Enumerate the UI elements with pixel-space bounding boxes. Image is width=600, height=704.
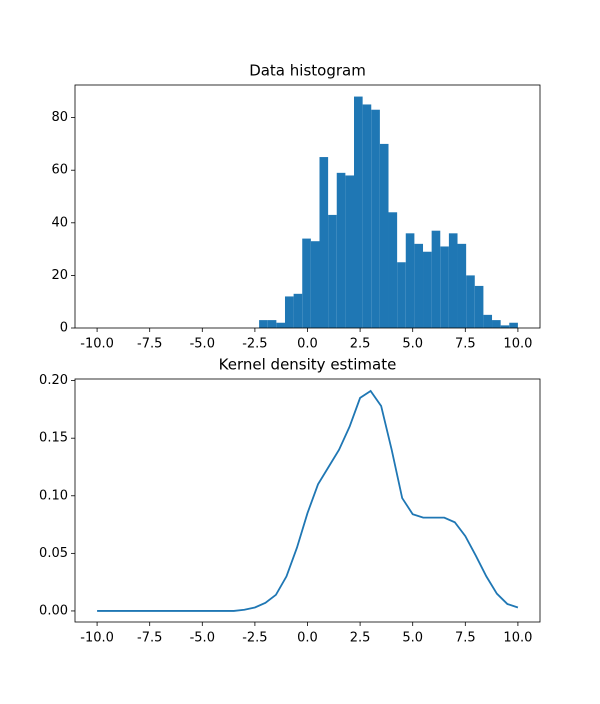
- bar: [345, 175, 354, 328]
- bar: [276, 322, 285, 328]
- y-tick-label: 60: [51, 163, 68, 178]
- bar: [440, 246, 449, 328]
- bar: [423, 251, 432, 328]
- y-tick-label: 0.20: [39, 373, 68, 388]
- bar: [379, 143, 389, 328]
- bar: [474, 285, 484, 328]
- x-tick-label: -2.5: [242, 631, 267, 646]
- x-tick-label: 2.5: [350, 337, 371, 352]
- bar: [328, 214, 337, 328]
- bar: [457, 243, 467, 328]
- bar: [492, 320, 501, 328]
- bar: [371, 109, 380, 328]
- bar: [336, 172, 346, 328]
- x-tick-label: 10.0: [503, 631, 532, 646]
- y-tick-label: 80: [51, 110, 68, 125]
- y-tick-label: 0.15: [39, 431, 68, 446]
- x-tick-label: -5.0: [190, 337, 215, 352]
- x-tick-label: 5.0: [402, 631, 423, 646]
- y-tick-label: 0: [60, 321, 68, 336]
- bar: [509, 322, 518, 328]
- chart-title: Kernel density estimate: [219, 356, 397, 374]
- bar: [431, 230, 441, 328]
- bar: [414, 243, 424, 328]
- bar: [259, 320, 268, 328]
- y-tick-label: 20: [51, 268, 68, 283]
- bar: [405, 233, 415, 328]
- x-tick-label: 7.5: [455, 631, 476, 646]
- kde-line: [97, 389, 519, 612]
- bar: [397, 262, 406, 328]
- x-tick-label: -7.5: [137, 337, 162, 352]
- x-tick-label: 7.5: [455, 337, 476, 352]
- bar: [310, 241, 320, 328]
- x-tick-label: 0.0: [297, 337, 318, 352]
- bar: [466, 275, 475, 328]
- y-tick-label: 0.00: [39, 603, 68, 618]
- bar: [319, 157, 329, 328]
- chart-title: Data histogram: [249, 62, 366, 80]
- x-tick-label: 2.5: [350, 631, 371, 646]
- bar: [500, 325, 510, 328]
- axes-frame: [74, 378, 541, 623]
- y-tick-label: 0.05: [39, 546, 68, 561]
- x-tick-label: -10.0: [80, 337, 114, 352]
- bar: [267, 320, 277, 328]
- x-tick-label: 5.0: [402, 337, 423, 352]
- bar: [448, 233, 458, 328]
- y-tick-label: 40: [51, 215, 68, 230]
- x-tick-label: -5.0: [190, 631, 215, 646]
- bar: [388, 212, 398, 328]
- bar: [483, 314, 493, 328]
- bar: [354, 96, 363, 328]
- bar: [293, 293, 303, 328]
- x-tick-label: -2.5: [242, 337, 267, 352]
- x-tick-label: -10.0: [80, 631, 114, 646]
- bar: [302, 238, 311, 328]
- x-tick-label: -7.5: [137, 631, 162, 646]
- bar: [362, 104, 372, 329]
- x-tick-label: 10.0: [503, 337, 532, 352]
- x-tick-label: 0.0: [297, 631, 318, 646]
- y-tick-label: 0.10: [39, 488, 68, 503]
- bar: [284, 296, 294, 328]
